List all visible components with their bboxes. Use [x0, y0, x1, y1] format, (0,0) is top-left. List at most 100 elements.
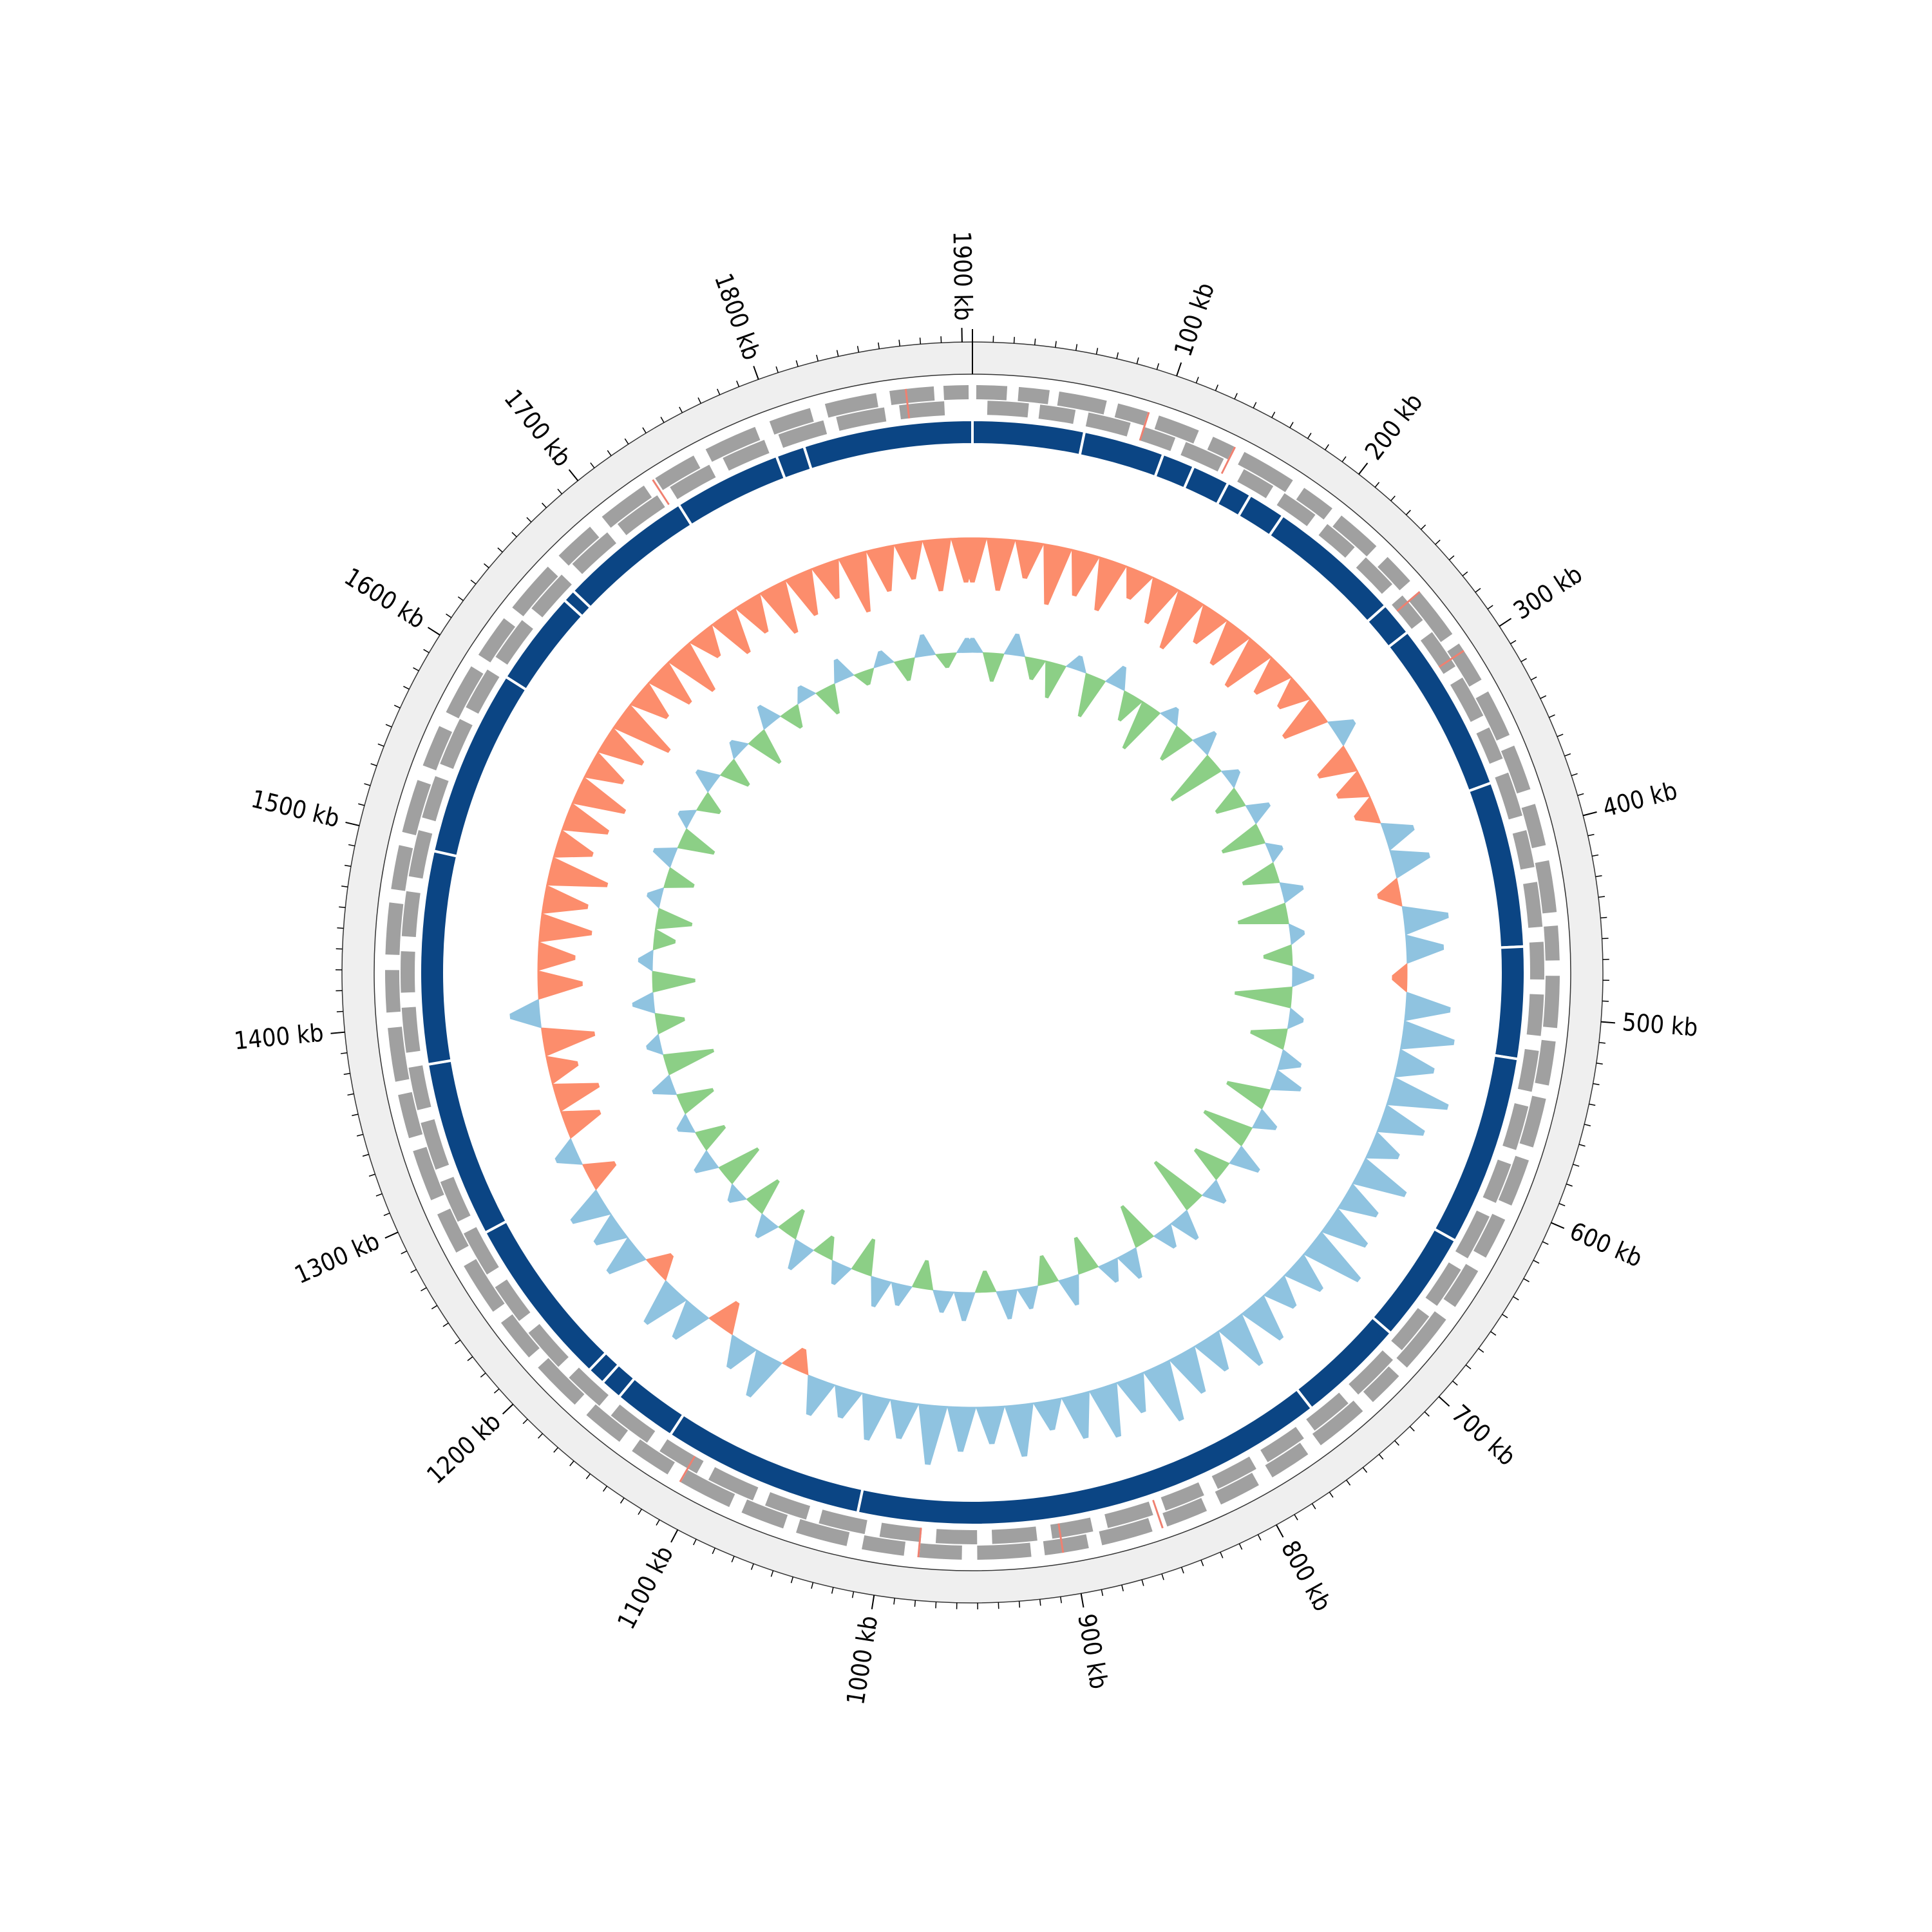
- gene-forward: [558, 526, 600, 566]
- minor-tick: [347, 1093, 354, 1096]
- tick-label: 1600 kb: [339, 562, 430, 634]
- minor-tick: [1034, 338, 1036, 345]
- minor-tick: [358, 803, 365, 806]
- minor-tick: [1462, 571, 1468, 576]
- gene-forward: [601, 486, 652, 528]
- gene-forward: [1043, 1534, 1089, 1556]
- gc-skew-spike: [934, 652, 958, 668]
- minor-tick: [893, 1598, 895, 1605]
- gc-content-spike: [975, 1405, 1005, 1444]
- minor-tick: [1596, 1063, 1603, 1065]
- minor-tick: [1490, 1331, 1497, 1336]
- minor-tick: [1475, 588, 1481, 593]
- tick-label: 700 kb: [1446, 1399, 1522, 1472]
- gc-content-spike: [612, 704, 671, 753]
- gc-skew-spike: [695, 769, 721, 793]
- minor-tick: [493, 1388, 500, 1394]
- minor-tick: [1116, 352, 1119, 359]
- minor-tick: [393, 705, 401, 708]
- gc-skew-spike: [956, 638, 979, 654]
- contig: [971, 418, 1086, 457]
- gc-content-spike: [688, 624, 721, 658]
- minor-tick: [401, 1250, 408, 1255]
- tick-label: 1900 kb: [948, 231, 978, 321]
- gene-forward: [1207, 437, 1235, 460]
- gc-skew-spike: [1291, 965, 1314, 988]
- gene-reverse: [1482, 1159, 1511, 1203]
- gene-forward: [977, 1542, 1032, 1560]
- gene-forward: [655, 455, 701, 490]
- gene-reverse: [495, 620, 533, 665]
- gc-content-spike: [893, 540, 923, 580]
- gc-skew-spike: [1160, 725, 1193, 761]
- gc-skew-spike: [1122, 701, 1161, 750]
- gc-content-spike: [1277, 676, 1311, 710]
- gc-skew-spike: [652, 928, 676, 951]
- gc-skew-spike: [655, 907, 693, 930]
- gc-content-spike: [545, 1056, 579, 1085]
- gc-skew-spike: [638, 949, 654, 972]
- minor-tick: [364, 783, 371, 786]
- gc-skew-spike: [1117, 1247, 1142, 1279]
- gc-content-spike: [947, 1406, 977, 1452]
- gc-skew-spike: [1170, 754, 1222, 802]
- gc-content-spike: [922, 538, 952, 592]
- minor-tick: [337, 927, 344, 929]
- gc-skew-spike: [1276, 1048, 1302, 1070]
- gc-skew-spike: [1153, 1160, 1203, 1211]
- gene-reverse: [463, 1227, 499, 1275]
- gene-reverse: [408, 830, 433, 879]
- gene-rna: [1438, 650, 1464, 668]
- gene-forward: [889, 386, 935, 405]
- gene-forward: [1535, 860, 1557, 914]
- gc-skew-spike: [1024, 656, 1046, 681]
- gc-content-spike: [554, 1137, 583, 1165]
- minor-tick: [423, 649, 430, 654]
- minor-tick: [878, 342, 880, 349]
- minor-tick: [1452, 1380, 1458, 1386]
- minor-tick: [413, 667, 419, 672]
- gc-skew-spike: [797, 685, 817, 705]
- minor-tick: [1018, 1601, 1021, 1608]
- minor-tick: [1294, 1514, 1298, 1520]
- gene-reverse: [836, 407, 887, 431]
- minor-tick: [557, 488, 563, 495]
- minor-tick: [1253, 402, 1257, 408]
- tick-label: 900 kb: [1072, 1612, 1113, 1691]
- gene-forward: [437, 1208, 469, 1253]
- minor-tick: [569, 1461, 574, 1466]
- major-tick: [427, 627, 440, 636]
- gene-reverse: [1495, 772, 1522, 820]
- gene-reverse: [401, 891, 421, 938]
- gc-content-spike: [648, 661, 692, 705]
- minor-tick: [1195, 377, 1199, 383]
- gc-content-spike: [1144, 576, 1180, 625]
- gene-forward: [446, 666, 484, 719]
- minor-tick: [1329, 1492, 1334, 1498]
- gc-skew-spike: [652, 1074, 677, 1095]
- minor-tick: [370, 763, 377, 766]
- minor-tick: [1200, 1560, 1204, 1566]
- gene-forward: [1501, 745, 1531, 794]
- minor-tick: [1465, 1364, 1472, 1370]
- gc-skew-spike: [1120, 1205, 1155, 1249]
- minor-tick: [624, 438, 629, 445]
- gc-skew-spike: [676, 1113, 696, 1133]
- minor-tick: [603, 1486, 608, 1492]
- minor-tick: [1589, 1103, 1596, 1106]
- gene-forward: [1396, 1311, 1446, 1368]
- minor-tick: [352, 1113, 359, 1117]
- gc-content-spike: [708, 1301, 740, 1336]
- gc-content-spike: [1094, 556, 1128, 612]
- minor-tick: [811, 1582, 814, 1589]
- gc-content-spike: [537, 970, 583, 1000]
- minor-tick: [851, 1591, 855, 1598]
- minor-tick: [344, 864, 352, 867]
- gc-content-spike: [1004, 1402, 1034, 1457]
- gc-content-spike: [1126, 565, 1154, 600]
- minor-tick: [1215, 384, 1218, 391]
- gene-forward: [1473, 1213, 1506, 1258]
- gc-content-spike: [1218, 1313, 1264, 1367]
- minor-tick: [1409, 1426, 1415, 1432]
